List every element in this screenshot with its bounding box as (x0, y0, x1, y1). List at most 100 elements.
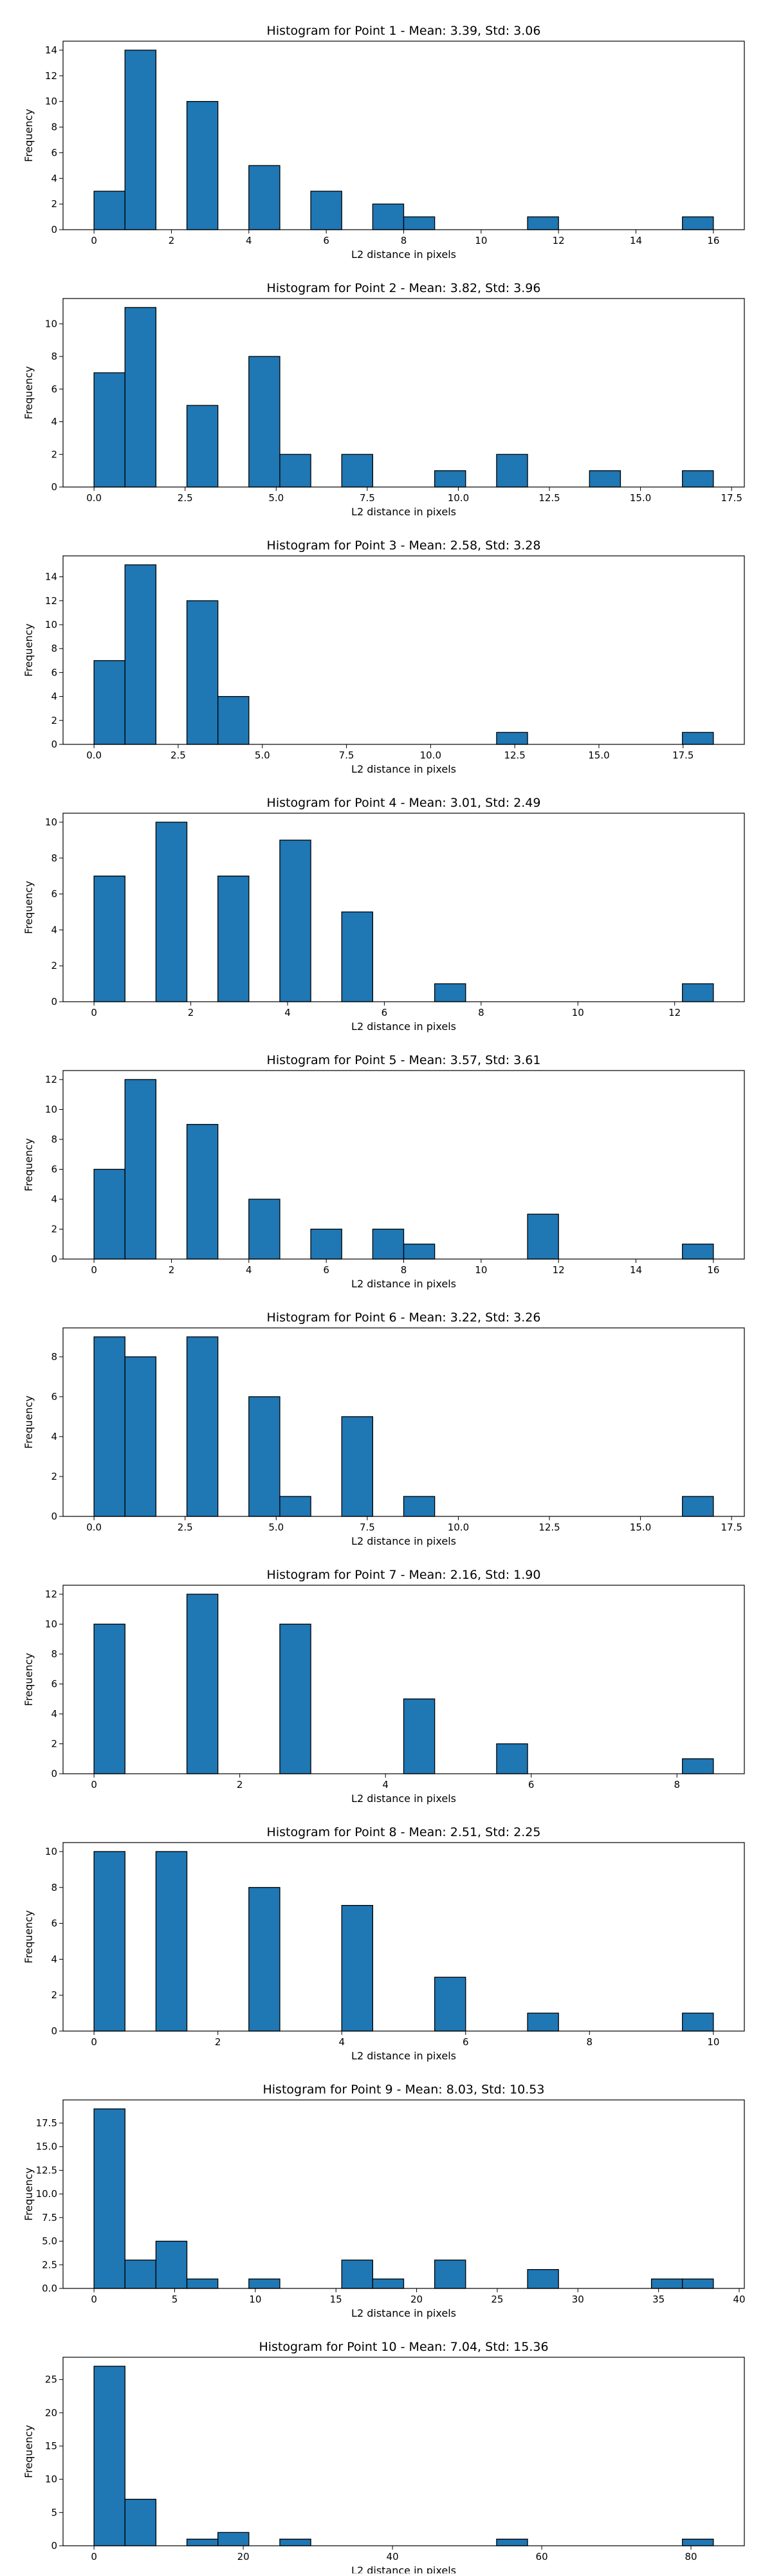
y-tick-label: 12 (45, 595, 57, 607)
y-tick-label: 0 (51, 2025, 57, 2037)
y-axis-label: Frequency (23, 2425, 35, 2478)
bar (93, 1623, 125, 1774)
bar (217, 876, 250, 1002)
bar (93, 876, 125, 1002)
bar (682, 1496, 714, 1517)
bar (527, 2268, 559, 2289)
y-axis-label: Frequency (23, 881, 35, 934)
bar (186, 101, 219, 230)
x-tick-label: 8 (478, 1007, 484, 1018)
bar (186, 2539, 219, 2546)
bar (93, 660, 125, 745)
bar (341, 454, 374, 488)
bar (434, 2259, 466, 2289)
y-tick-label: 2 (51, 960, 57, 971)
y-axis-label: Frequency (23, 1138, 35, 1191)
y-tick-label: 7.5 (42, 2212, 57, 2223)
bar (341, 1905, 374, 2032)
y-tick-label: 0 (51, 224, 57, 235)
y-tick-label: 6 (51, 1391, 57, 1403)
x-tick-label: 17.5 (721, 492, 742, 504)
y-tick-label: 10 (45, 1846, 57, 1857)
x-axis-label: L2 distance in pixels (351, 763, 456, 775)
y-axis-label: Frequency (23, 1653, 35, 1706)
y-tick-label: 6 (51, 147, 57, 158)
bar (93, 1168, 125, 1260)
x-tick-label: 12 (668, 1007, 681, 1018)
y-tick-label: 0 (51, 996, 57, 1007)
y-axis-label: Frequency (23, 109, 35, 162)
y-axis-label: Frequency (23, 623, 35, 677)
x-tick-label: 10 (475, 235, 487, 246)
bar (186, 1594, 219, 1774)
bar (217, 2532, 250, 2546)
bar (155, 2240, 188, 2289)
x-tick-label: 5.0 (268, 492, 284, 504)
y-tick-label: 6 (51, 383, 57, 395)
y-tick-label: 2 (51, 448, 57, 460)
chart-title: Histogram for Point 8 - Mean: 2.51, Std:… (267, 1825, 541, 1839)
bar (682, 731, 714, 745)
bar (186, 1124, 219, 1260)
x-tick-label: 4 (284, 1007, 291, 1018)
x-tick-label: 5.0 (255, 750, 270, 761)
bar (124, 50, 157, 230)
x-tick-label: 0 (91, 235, 97, 246)
y-tick-label: 20 (45, 2407, 57, 2418)
plot-frame (62, 1585, 745, 1774)
x-axis-label: L2 distance in pixels (351, 248, 456, 261)
bar (93, 1336, 125, 1517)
x-tick-label: 0 (91, 1007, 97, 1018)
bar (403, 1244, 436, 1260)
x-tick-label: 6 (381, 1007, 388, 1018)
bar (682, 2278, 714, 2289)
x-tick-label: 2 (188, 1007, 194, 1018)
x-tick-label: 7.5 (360, 1522, 375, 1533)
bar (93, 372, 125, 488)
x-tick-label: 8 (401, 1264, 407, 1276)
y-tick-label: 12 (45, 1074, 57, 1085)
x-tick-label: 20 (237, 2551, 250, 2562)
bar (248, 2278, 280, 2289)
bar (279, 1496, 311, 1517)
bar (248, 1199, 280, 1260)
y-tick-label: 0 (51, 739, 57, 750)
y-tick-label: 8 (51, 852, 57, 864)
x-tick-label: 8 (587, 2036, 593, 2048)
bar (93, 2108, 125, 2289)
x-tick-label: 6 (323, 1264, 329, 1276)
bar (496, 454, 528, 488)
y-tick-label: 4 (51, 1708, 57, 1720)
bar (682, 216, 714, 230)
bar (279, 2539, 311, 2546)
x-tick-label: 17.5 (672, 750, 694, 761)
y-tick-label: 10 (45, 816, 57, 828)
bar (217, 695, 250, 745)
bar (372, 203, 405, 230)
bar (124, 2499, 157, 2546)
x-axis-label: L2 distance in pixels (351, 1535, 456, 1547)
bar (93, 2366, 125, 2546)
x-tick-label: 10 (475, 1264, 487, 1276)
x-tick-label: 6 (528, 1779, 535, 1790)
y-tick-label: 0.0 (42, 2283, 57, 2294)
y-tick-label: 2 (51, 1471, 57, 1482)
x-axis-label: L2 distance in pixels (351, 1278, 456, 1290)
x-tick-label: 10 (572, 1007, 584, 1018)
y-tick-label: 6 (51, 888, 57, 900)
bar (527, 1213, 559, 1260)
x-tick-label: 2 (215, 2036, 221, 2048)
y-tick-label: 17.5 (36, 2117, 57, 2129)
y-tick-label: 15.0 (36, 2141, 57, 2153)
chart-title: Histogram for Point 2 - Mean: 3.82, Std:… (267, 281, 541, 295)
bar (682, 2539, 714, 2546)
x-tick-label: 12.5 (538, 1522, 560, 1533)
x-tick-label: 0 (91, 1264, 97, 1276)
bar (124, 1079, 157, 1260)
bar (248, 165, 280, 230)
x-tick-label: 0 (91, 2294, 97, 2305)
y-tick-label: 2.5 (42, 2259, 57, 2270)
bar (341, 2259, 374, 2289)
x-tick-label: 15.0 (630, 1522, 651, 1533)
x-tick-label: 2 (169, 1264, 175, 1276)
